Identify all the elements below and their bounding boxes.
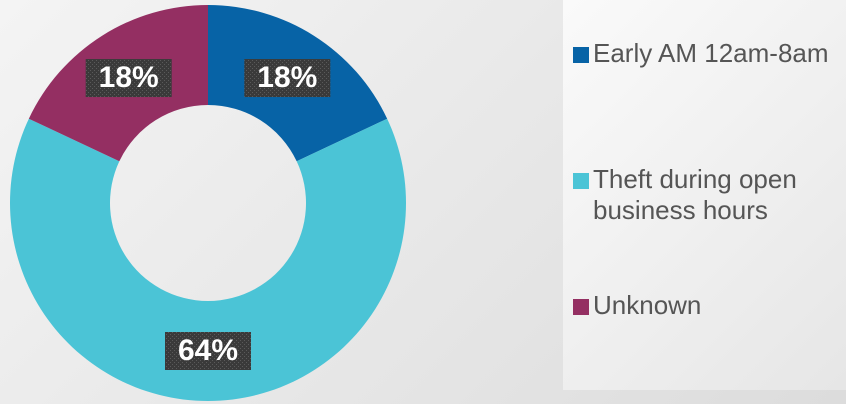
legend-item: Unknown <box>573 290 829 321</box>
legend-label: Theft during open business hours <box>593 164 797 225</box>
legend-swatch <box>573 299 589 315</box>
data-label-box <box>165 332 251 370</box>
legend-label: Unknown <box>593 290 702 320</box>
data-label: 64% <box>178 334 238 367</box>
data-label-box <box>244 59 331 98</box>
data-label: 18% <box>257 61 317 94</box>
legend-swatch <box>573 47 589 63</box>
legend-label: Early AM 12am-8am <box>593 38 829 68</box>
legend: Early AM 12am-8am Theft during open busin… <box>563 0 846 390</box>
legend-item: Theft during open business hours <box>573 164 829 226</box>
legend-item: Early AM 12am-8am <box>573 38 829 69</box>
data-label-box <box>85 59 172 98</box>
legend-swatch <box>573 173 589 189</box>
data-label: 18% <box>99 61 159 94</box>
donut-slice <box>9 118 406 402</box>
